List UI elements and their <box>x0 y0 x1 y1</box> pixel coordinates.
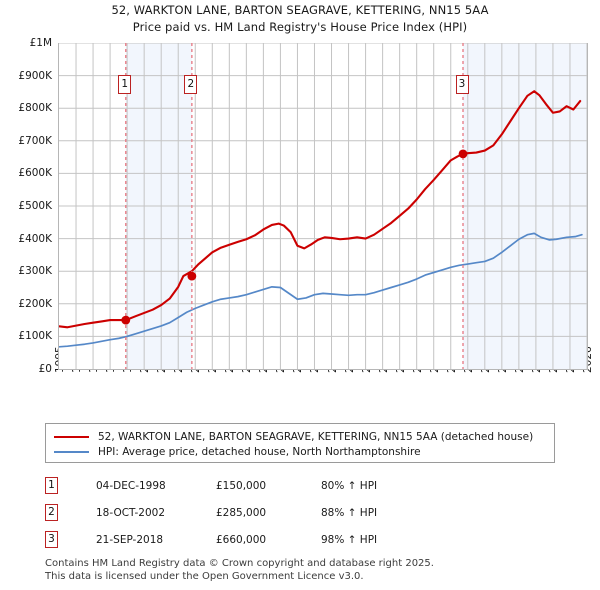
hpi-average-line <box>59 232 583 348</box>
y-axis-tick-label: £800K <box>18 102 52 115</box>
attribution-footer: Contains HM Land Registry data © Crown c… <box>45 558 585 583</box>
footer-line-2: This data is licensed under the Open Gov… <box>45 570 364 582</box>
transaction-row[interactable]: 2 18-OCT-2002 £285,000 88% ↑ HPI <box>45 499 565 526</box>
y-axis-tick-label: £500K <box>18 200 52 212</box>
transaction-date: 04-DEC-1998 <box>96 479 166 492</box>
transaction-price: £285,000 <box>216 506 267 519</box>
transaction-price: £660,000 <box>216 533 267 546</box>
y-axis-tick-label: £600K <box>18 167 52 180</box>
chart-title-line-1: 52, WARKTON LANE, BARTON SEAGRAVE, KETTE… <box>111 3 489 17</box>
transaction-index-badge[interactable]: 1 <box>45 477 58 494</box>
transaction-point <box>458 149 468 159</box>
transaction-hpi-delta: 80% ↑ HPI <box>321 479 378 492</box>
transactions-table: 1 04-DEC-1998 £150,000 80% ↑ HPI 2 18-OCT-200… <box>45 472 565 553</box>
transaction-marker-1[interactable]: 1 <box>118 75 132 94</box>
transaction-date: 21-SEP-2018 <box>96 533 164 546</box>
transaction-point <box>121 315 131 325</box>
legend-item-label: HPI: Average price, detached house, Nort… <box>98 445 421 458</box>
y-axis-tick-label: £1M <box>29 37 52 49</box>
transaction-point <box>187 271 197 281</box>
legend-color-swatch <box>54 450 89 453</box>
chart-legend: 52, WARKTON LANE, BARTON SEAGRAVE, KETTE… <box>45 423 555 463</box>
transaction-index-badge[interactable]: 3 <box>45 531 58 548</box>
transaction-row[interactable]: 1 04-DEC-1998 £150,000 80% ↑ HPI <box>45 472 565 499</box>
transaction-index-badge[interactable]: 2 <box>45 504 58 521</box>
chart-container: £0 £100K £200K £300K £400K £500K £600K £700K £80… <box>0 36 600 376</box>
transaction-hpi-delta: 98% ↑ HPI <box>321 533 378 546</box>
chart-title-line-2: Price paid vs. HM Land Registry's House … <box>132 20 468 34</box>
transaction-marker-3[interactable]: 3 <box>455 75 469 94</box>
transaction-row[interactable]: 3 21-SEP-2018 £660,000 98% ↑ HPI <box>45 526 565 553</box>
transaction-hpi-delta: 88% ↑ HPI <box>321 506 378 519</box>
transaction-marker-2[interactable]: 2 <box>184 75 198 94</box>
legend-item: HPI: Average price, detached house, Nort… <box>54 444 546 459</box>
footer-line-1: Contains HM Land Registry data © Crown c… <box>45 558 434 569</box>
legend-item-label: 52, WARKTON LANE, BARTON SEAGRAVE, KETTE… <box>98 430 534 443</box>
y-axis-tick-label: £100K <box>18 330 52 343</box>
transaction-date: 18-OCT-2002 <box>96 506 165 519</box>
y-axis-tick-label: £0 <box>38 363 52 375</box>
price-paid-line <box>59 90 582 329</box>
y-axis-tick-label: £700K <box>18 134 52 147</box>
plot-svg <box>59 43 587 369</box>
y-axis-tick-label: £200K <box>18 297 52 310</box>
legend-color-swatch <box>54 435 89 438</box>
legend-item: 52, WARKTON LANE, BARTON SEAGRAVE, KETTE… <box>54 429 546 444</box>
y-axis-tick-label: £900K <box>18 69 52 82</box>
y-axis-tick-label: £400K <box>18 232 52 245</box>
chart-title: 52, WARKTON LANE, BARTON SEAGRAVE, KETTE… <box>0 2 600 36</box>
y-axis-tick-label: £300K <box>18 265 52 278</box>
plot-area <box>58 43 588 370</box>
transaction-price: £150,000 <box>216 479 267 492</box>
